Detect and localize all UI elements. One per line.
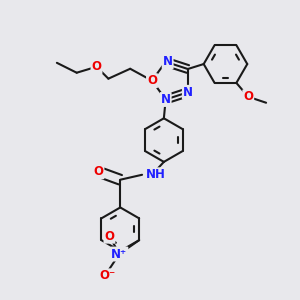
Text: O: O [147,74,157,87]
Text: O: O [92,60,101,73]
Text: O: O [104,230,114,243]
Text: N: N [161,93,171,106]
Text: N⁺: N⁺ [111,248,128,260]
Text: N: N [163,55,173,68]
Text: NH: NH [146,168,166,181]
Text: O: O [243,90,253,103]
Text: O⁻: O⁻ [99,269,116,282]
Text: N: N [183,86,193,99]
Text: O: O [94,165,103,178]
